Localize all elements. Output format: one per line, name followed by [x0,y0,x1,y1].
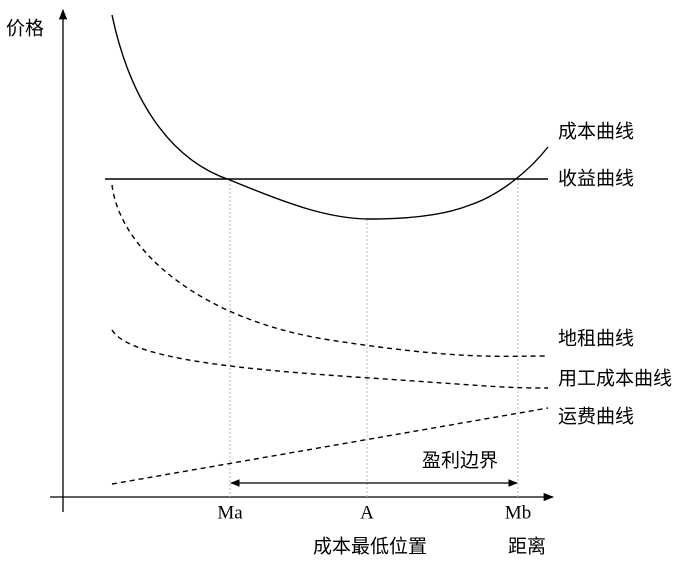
annotation: 盈利边界 [422,449,498,471]
point-label: A [360,502,374,523]
cost-curve [111,14,549,220]
curve-label: 成本曲线 [558,120,634,142]
annotation: 成本最低位置 [313,535,427,557]
x-axis-label: 距离 [508,535,546,557]
curve-label: 用工成本曲线 [558,367,672,389]
labor-curve [111,329,549,389]
point-label: Mb [505,502,531,523]
curve-label: 运费曲线 [558,405,634,427]
curve-label: 地租曲线 [558,327,634,349]
y-axis-label: 价格 [6,17,44,39]
rent-curve [111,184,549,358]
freight-curve [111,407,549,485]
curve-label: 收益曲线 [558,167,634,189]
point-label: Ma [217,502,243,523]
